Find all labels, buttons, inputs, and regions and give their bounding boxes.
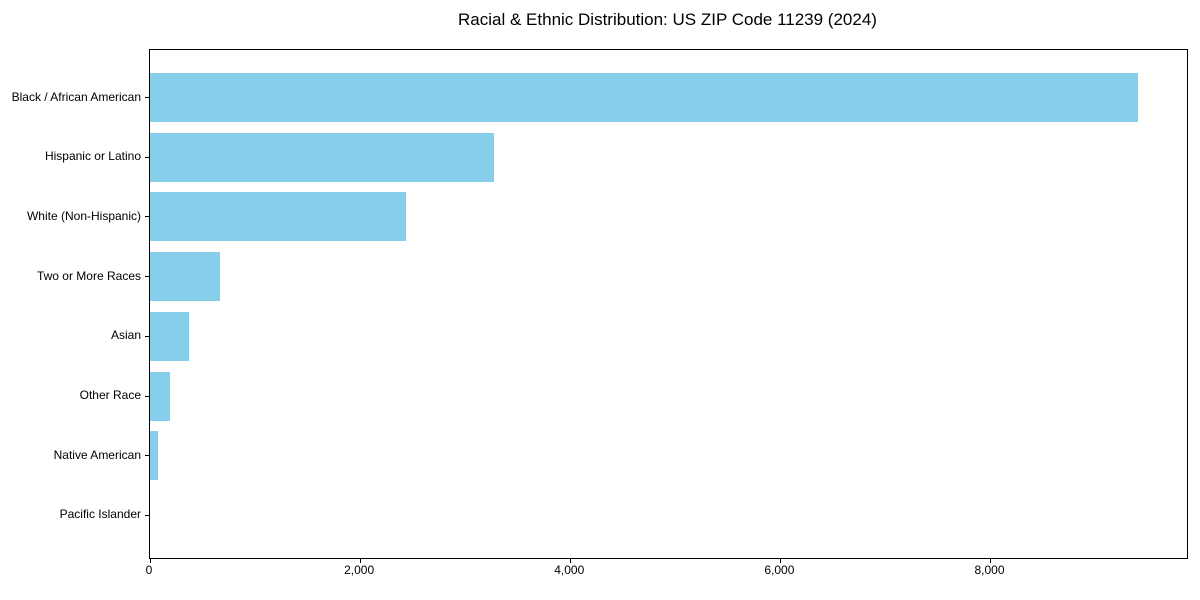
bar [150,73,1138,122]
y-axis-labels: Black / African American Hispanic or Lati… [0,49,141,557]
bar [150,371,170,421]
x-tick-label: 8,000 [974,563,1005,577]
y-tick-mark [145,156,149,158]
x-tick-mark [569,559,571,563]
y-tick-label: Pacific Islander [59,507,141,522]
bar [150,132,494,182]
y-tick-mark [145,514,149,516]
y-tick-label: Asian [110,328,141,343]
chart-title: Racial & Ethnic Distribution: US ZIP Cod… [458,10,877,29]
y-tick-label: Other Race [79,388,141,402]
y-tick-label: Two or More Races [36,268,141,283]
y-tick-label: Black / African American [11,89,141,104]
x-tick-mark [990,559,992,563]
x-tick-label: 0 [145,563,153,577]
y-tick-label: Native American [53,447,141,462]
y-tick-mark [145,395,149,397]
y-tick-label: Hispanic or Latino [44,149,141,164]
y-tick-mark [145,216,149,218]
y-tick-mark [145,335,149,337]
x-tick-mark [149,559,151,563]
x-tick-label: 4,000 [554,563,585,577]
bar [150,431,158,481]
x-tick-label: 6,000 [764,563,795,577]
y-tick-mark [145,455,149,457]
bar [150,192,407,242]
plot-area [145,49,1188,563]
bar [150,311,189,361]
y-tick-label: White (Non-Hispanic) [26,208,141,223]
y-tick-mark [145,276,149,278]
y-tick-mark [145,97,149,98]
x-tick-mark [779,559,781,563]
bar [150,252,220,302]
x-tick-label: 2,000 [344,563,375,577]
x-tick-mark [359,559,361,563]
